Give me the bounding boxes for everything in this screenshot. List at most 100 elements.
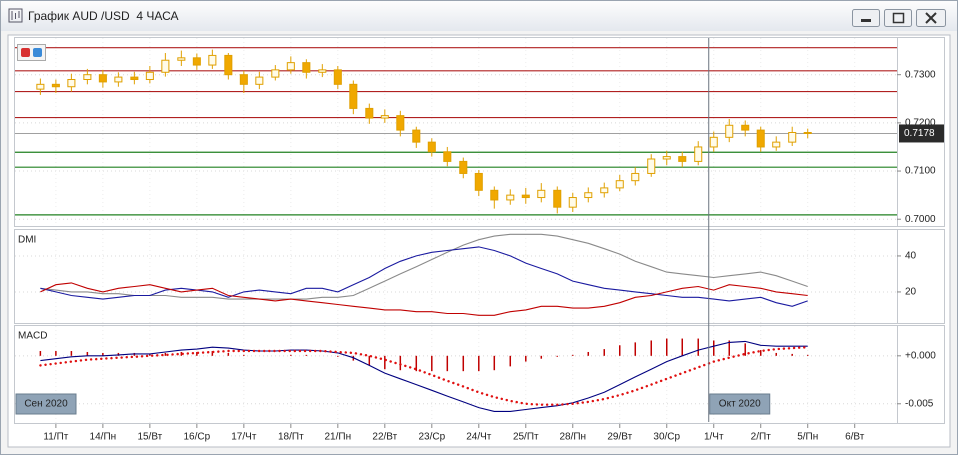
- x-tick-label: 23/Ср: [418, 432, 445, 443]
- candle-body: [553, 189, 562, 208]
- candle-body: [474, 172, 483, 191]
- candle-body: [788, 132, 797, 143]
- y-tick-label: 0.7200: [905, 118, 936, 129]
- candle-body: [584, 192, 593, 199]
- candle-body: [36, 83, 45, 90]
- candle-body: [803, 132, 812, 134]
- candle-body: [615, 180, 624, 189]
- indicator-line: [40, 246, 808, 307]
- candle-body: [192, 57, 201, 66]
- x-tick-label: 2/Пт: [751, 432, 772, 443]
- candle-body: [349, 83, 358, 109]
- candle-body: [506, 194, 515, 201]
- x-tick-label: 17/Чт: [231, 432, 257, 443]
- x-tick-label: 25/Пт: [513, 432, 539, 443]
- window-icon: [8, 8, 23, 23]
- x-tick-label: 15/Вт: [137, 432, 162, 443]
- candle-body: [224, 54, 233, 76]
- candle-body: [647, 158, 656, 174]
- candle-body: [490, 189, 499, 201]
- x-tick-label: 6/Вт: [845, 432, 865, 443]
- candle-body: [255, 76, 264, 85]
- chart-layer: 0.7000 0.7100 0.7200 0.7300 DMI 20 40 MACD -0.00…: [14, 37, 945, 443]
- candle-body: [286, 62, 295, 71]
- candle-body: [177, 57, 186, 61]
- last-price-label: 0.7178: [904, 128, 935, 139]
- candle-body: [83, 74, 92, 81]
- x-tick-label: 21/Пн: [325, 432, 352, 443]
- candle-body: [725, 124, 734, 138]
- candle-body: [741, 124, 750, 131]
- candle-body: [459, 160, 468, 174]
- panel-frame: [14, 229, 945, 324]
- x-tick-label: 22/Вт: [372, 432, 397, 443]
- candle-body: [662, 156, 671, 160]
- indicator-line: [40, 282, 808, 316]
- x-tick-label: 28/Пн: [559, 432, 586, 443]
- indicator-line: [40, 340, 808, 412]
- candle-body: [239, 74, 248, 85]
- candle-body: [98, 74, 107, 83]
- panel-title: DMI: [18, 235, 36, 246]
- y-tick-label: 0.7300: [905, 69, 936, 80]
- y-tick-label: 40: [905, 251, 917, 262]
- indicator-toggle[interactable]: [17, 44, 46, 61]
- candle-body: [208, 54, 217, 66]
- candle-body: [600, 187, 609, 194]
- candle-body: [694, 146, 703, 162]
- candle-body: [114, 76, 123, 83]
- candle-body: [772, 141, 781, 148]
- candle-body: [365, 107, 374, 119]
- candle-body: [145, 71, 154, 81]
- x-tick-label: 1/Чт: [704, 432, 724, 443]
- minimize-button[interactable]: [852, 9, 880, 27]
- y-tick-label: 20: [905, 287, 917, 298]
- candle-body: [51, 83, 60, 88]
- panel-title: MACD: [18, 331, 47, 342]
- candle-body: [302, 62, 311, 73]
- maximize-button[interactable]: [884, 9, 912, 27]
- candle-body: [318, 69, 327, 73]
- candle-body: [678, 156, 687, 162]
- candle-body: [521, 194, 530, 199]
- candle-body: [709, 136, 718, 148]
- close-button[interactable]: [916, 9, 946, 27]
- panel-frame: [14, 37, 945, 227]
- window-title: График AUD /USD 4 ЧАСА: [28, 9, 179, 23]
- signal-dots: [39, 346, 809, 406]
- y-tick-label: 0.7100: [905, 166, 936, 177]
- candle-body: [396, 115, 405, 131]
- candle-body: [756, 129, 765, 148]
- y-tick-label: -0.005: [905, 398, 934, 409]
- candle-body: [427, 141, 436, 153]
- candle-body: [568, 197, 577, 208]
- candle-body: [271, 69, 280, 78]
- month-label: Сен 2020: [24, 399, 68, 410]
- candle-body: [443, 151, 452, 162]
- x-tick-label: 5/Пн: [797, 432, 818, 443]
- x-tick-label: 30/Ср: [653, 432, 680, 443]
- candle-body: [380, 115, 389, 119]
- month-label: Окт 2020: [719, 399, 761, 410]
- y-tick-label: 0.7000: [905, 214, 936, 225]
- x-tick-label: 18/Пт: [278, 432, 304, 443]
- candle-body: [67, 79, 76, 88]
- x-tick-label: 11/Пт: [43, 432, 68, 443]
- candle-body: [333, 69, 342, 85]
- month-label-box: [15, 393, 77, 415]
- x-tick-label: 14/Пн: [90, 432, 117, 443]
- indicator-line: [40, 233, 808, 300]
- x-tick-label: 24/Чт: [466, 432, 492, 443]
- candle-body: [412, 129, 421, 143]
- month-label-box: [709, 393, 771, 415]
- x-tick-label: 16/Ср: [184, 432, 211, 443]
- candle-body: [161, 59, 170, 73]
- candle-body: [537, 189, 546, 199]
- plot-clip: [15, 38, 897, 423]
- last-price-box: [899, 124, 944, 143]
- candle-body: [130, 76, 139, 81]
- title-bar: [1, 1, 957, 31]
- candle-body: [631, 172, 640, 182]
